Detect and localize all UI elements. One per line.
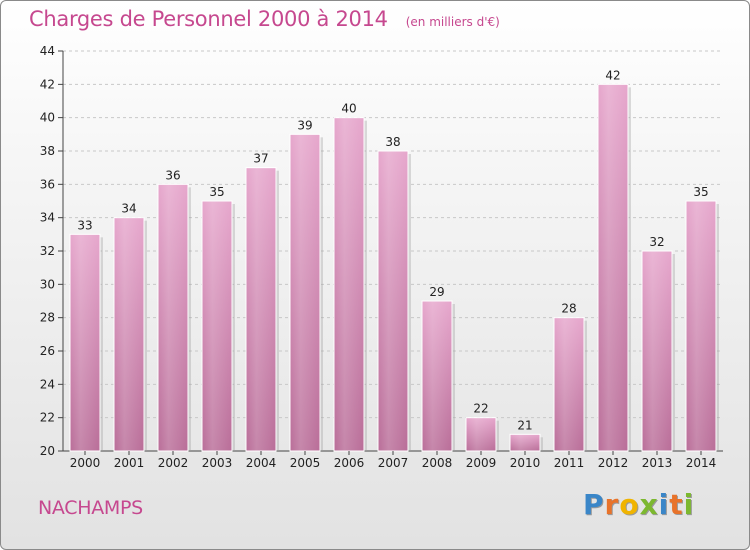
- bar-value-label: 29: [429, 285, 444, 299]
- y-tick-label: 26: [40, 344, 55, 358]
- bar-highlight: [158, 184, 188, 452]
- chart-subtitle: (en milliers d'€): [405, 15, 500, 29]
- y-tick-label: 44: [40, 44, 55, 58]
- bar-value-label: 33: [77, 218, 92, 232]
- logo-letter: i: [683, 488, 695, 521]
- y-tick-label: 20: [40, 444, 55, 458]
- bar-highlight: [598, 84, 628, 451]
- logo-letter: P: [583, 488, 605, 521]
- x-tick-label: 2014: [686, 456, 717, 470]
- x-tick-label: 2004: [246, 456, 277, 470]
- commune-name: NACHAMPS: [38, 497, 143, 519]
- chart-title: Charges de Personnel 2000 à 2014 (en mill…: [29, 7, 500, 31]
- y-tick-label: 24: [40, 377, 55, 391]
- x-tick-label: 2008: [422, 456, 453, 470]
- y-tick-label: 34: [40, 211, 55, 225]
- logo-letter: o: [619, 488, 640, 521]
- y-tick-label: 40: [40, 111, 55, 125]
- y-tick-label: 32: [40, 244, 55, 258]
- bar-highlight: [642, 251, 672, 451]
- x-tick-label: 2009: [466, 456, 497, 470]
- y-tick-label: 22: [40, 411, 55, 425]
- bar-value-label: 21: [517, 418, 532, 432]
- logo-letter: i: [658, 488, 670, 521]
- bar-highlight: [378, 151, 408, 451]
- bar-highlight: [686, 201, 716, 451]
- y-tick-label: 38: [40, 144, 55, 158]
- x-tick-label: 2000: [70, 456, 101, 470]
- bar-value-label: 42: [605, 68, 620, 82]
- bar-highlight: [70, 234, 100, 451]
- x-tick-label: 2003: [202, 456, 233, 470]
- x-tick-label: 2013: [642, 456, 673, 470]
- y-tick-label: 30: [40, 277, 55, 291]
- x-tick-label: 2006: [334, 456, 365, 470]
- bar-value-label: 35: [693, 185, 708, 199]
- bar-value-label: 28: [561, 302, 576, 316]
- bar-highlight: [246, 167, 276, 451]
- y-tick-label: 36: [40, 177, 55, 191]
- bar-value-label: 34: [121, 202, 136, 216]
- bar-value-label: 39: [297, 118, 312, 132]
- x-tick-label: 2001: [114, 456, 145, 470]
- x-tick-label: 2007: [378, 456, 409, 470]
- bar-highlight: [290, 134, 320, 452]
- bar-highlight: [554, 317, 584, 451]
- bar-value-label: 22: [473, 402, 488, 416]
- bar-value-label: 37: [253, 152, 268, 166]
- bar-highlight: [334, 117, 364, 452]
- bar-highlight: [422, 301, 452, 451]
- logo-letter: r: [604, 488, 620, 521]
- bar-value-label: 32: [649, 235, 664, 249]
- bar-value-label: 35: [209, 185, 224, 199]
- logo-letter: x: [639, 488, 659, 521]
- logo-letter: t: [669, 488, 684, 521]
- bar-value-label: 40: [341, 102, 356, 116]
- x-tick-label: 2012: [598, 456, 629, 470]
- proxiti-logo: Proxiti: [583, 488, 694, 521]
- y-tick-label: 42: [40, 77, 55, 91]
- bar-highlight: [114, 217, 144, 451]
- bar-value-label: 38: [385, 135, 400, 149]
- y-tick-label: 28: [40, 311, 55, 325]
- x-tick-label: 2005: [290, 456, 321, 470]
- bar-highlight: [466, 417, 496, 451]
- x-tick-label: 2002: [158, 456, 189, 470]
- bar-highlight: [202, 201, 232, 451]
- bar-value-label: 36: [165, 168, 180, 182]
- x-tick-label: 2011: [554, 456, 585, 470]
- chart-title-text: Charges de Personnel 2000 à 2014: [29, 7, 388, 31]
- x-tick-label: 2010: [510, 456, 541, 470]
- bar-highlight: [510, 434, 540, 451]
